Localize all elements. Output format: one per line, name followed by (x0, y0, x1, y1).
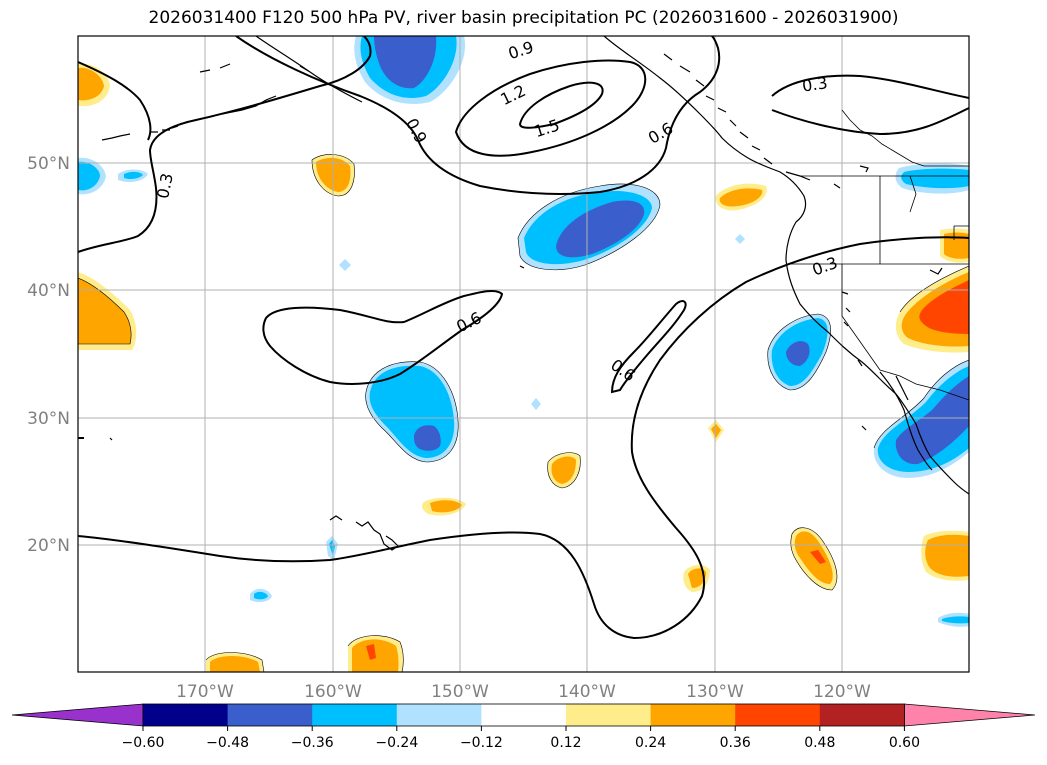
precip-shading (78, 36, 969, 672)
lat-label-20n: 20°N (27, 536, 70, 556)
positive-anomaly-nevada (895, 266, 969, 353)
colorbar-tick-label: −0.24 (375, 735, 418, 751)
colorbar-tick-label: 0.48 (804, 735, 835, 751)
lon-label-120w: 120°W (813, 682, 871, 702)
positive-anomaly-mexico-south (790, 527, 837, 590)
contour-label: 0.3 (153, 171, 177, 200)
positive-anomaly-northeast-pacific (78, 63, 110, 107)
colorbar-swatch (227, 704, 313, 726)
negative-anomaly-california (767, 314, 831, 390)
negative-anomaly-north-gulf-alaska (354, 36, 466, 104)
colorbar-extend-max (904, 703, 1036, 727)
colorbar-swatch (819, 704, 905, 726)
colorbar-swatch (650, 704, 736, 726)
positive-anomaly-oregon (715, 183, 767, 211)
colorbar-tick-label: −0.48 (206, 735, 249, 751)
lon-label-130w: 130°W (686, 682, 744, 702)
positive-anomaly-small-features (206, 420, 724, 672)
colorbar-swatch (396, 704, 482, 726)
map-title: 2026031400 F120 500 hPa PV, river basin … (148, 8, 899, 28)
contour-label: 0.3 (801, 73, 829, 95)
lat-label-40n: 40°N (27, 281, 70, 301)
lat-label-50n: 50°N (27, 154, 70, 174)
colorbar-tick-label: 0.36 (720, 735, 751, 751)
longitude-labels: 170°W 160°W 150°W 140°W 130°W 120°W (176, 682, 871, 702)
colorbar-tick-label: 0.24 (635, 735, 666, 751)
map-frame (77, 35, 970, 673)
shading-outlines (78, 154, 969, 672)
lon-label-150w: 150°W (431, 682, 489, 702)
colorbar-tick-label: −0.36 (291, 735, 334, 751)
colorbar: −0.60 −0.48 −0.36 −0.24 −0.12 0.12 0.24 0.36 0.4… (11, 703, 1036, 751)
negative-anomaly-central-pacific (518, 184, 660, 270)
lat-label-30n: 30°N (27, 409, 70, 429)
gridlines (78, 36, 969, 672)
colorbar-swatch (481, 704, 567, 726)
coastlines (101, 36, 969, 551)
pv-contours (78, 36, 969, 640)
colorbar-swatch (143, 704, 229, 726)
negative-anomaly-west-edge (78, 157, 148, 195)
colorbar-swatch (735, 704, 821, 726)
positive-anomaly-westcoast (78, 272, 137, 350)
colorbar-swatch (312, 704, 398, 726)
lon-label-160w: 160°W (304, 682, 362, 702)
map-panel: 0.9 1.2 1.5 0.6 0.3 0.9 0.3 0.6 0.3 0.6 (78, 36, 969, 672)
negative-anomaly-west-pacific (365, 361, 459, 462)
latitude-labels: 20°N 30°N 40°N 50°N (27, 154, 70, 556)
lon-label-140w: 140°W (558, 682, 616, 702)
colorbar-swatch (566, 704, 652, 726)
colorbar-tick-label: 0.12 (550, 735, 581, 751)
colorbar-outline (142, 703, 905, 727)
negative-anomaly-small-features (250, 163, 969, 627)
colorbar-extend-min (11, 703, 144, 727)
colorbar-tick-label: −0.60 (122, 735, 165, 751)
colorbar-tick-label: 0.60 (889, 735, 920, 751)
colorbar-tick-label: −0.12 (460, 735, 503, 751)
lon-label-170w: 170°W (176, 682, 234, 702)
